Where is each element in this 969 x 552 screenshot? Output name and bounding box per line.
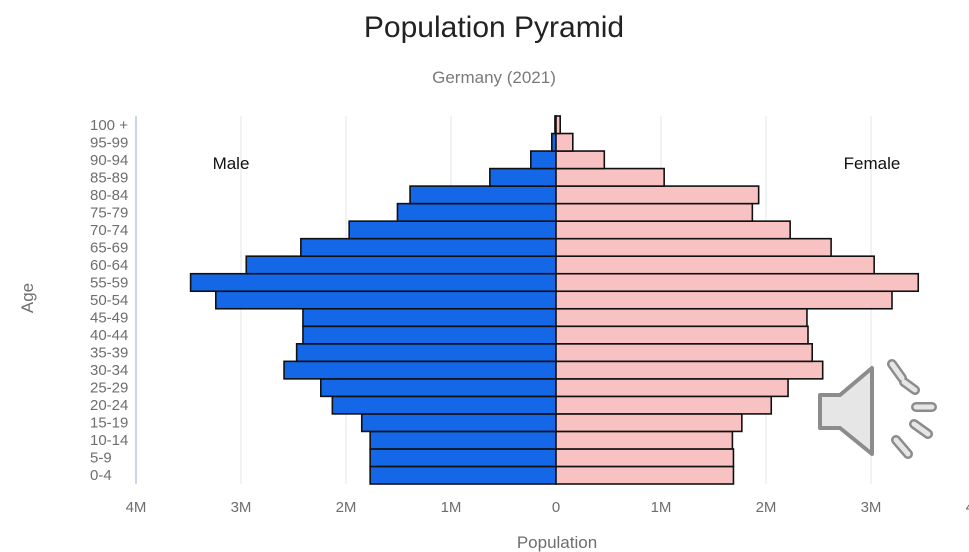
chart-subtitle: Germany (2021) bbox=[432, 68, 556, 87]
x-tick-label: 2M bbox=[336, 499, 357, 516]
y-tick-label: 75-79 bbox=[90, 204, 128, 221]
x-axis-label: Population bbox=[517, 533, 597, 552]
bar-male bbox=[302, 307, 557, 328]
bar-female bbox=[555, 307, 808, 328]
bar-male bbox=[348, 220, 557, 240]
bar-male bbox=[295, 343, 557, 363]
bar-female bbox=[555, 237, 832, 257]
bar-male bbox=[369, 430, 557, 450]
y-tick-label: 15-19 bbox=[90, 415, 128, 432]
y-tick-label: 5-9 bbox=[90, 450, 112, 467]
y-tick-label: 25-29 bbox=[90, 380, 128, 397]
y-tick-label: 60-64 bbox=[90, 257, 128, 274]
bar-female bbox=[555, 115, 561, 135]
y-tick-label: 50-54 bbox=[90, 292, 128, 309]
x-tick-labels: 4M 3M 2M 1M 0 1M 2M 3M 4M bbox=[126, 499, 969, 516]
bar-female bbox=[555, 465, 735, 485]
bar-male bbox=[319, 378, 557, 398]
bar-male bbox=[396, 202, 557, 222]
bar-male bbox=[331, 395, 557, 415]
y-tick-labels: 0-45-910-1415-1920-2425-2930-3435-3940-4… bbox=[90, 117, 128, 484]
y-tick-label: 85-89 bbox=[90, 169, 128, 186]
x-tick-label: 2M bbox=[756, 499, 777, 516]
bar-female bbox=[555, 185, 760, 205]
y-tick-label: 65-69 bbox=[90, 239, 128, 256]
x-tick-label: 1M bbox=[441, 499, 462, 516]
bar-female bbox=[555, 272, 920, 293]
y-tick-label: 0-4 bbox=[90, 467, 112, 484]
y-tick-label: 10-14 bbox=[90, 432, 128, 449]
y-tick-label: 55-59 bbox=[90, 274, 128, 291]
legend-male-label: Male bbox=[213, 154, 250, 173]
y-tick-label: 30-34 bbox=[90, 362, 128, 379]
bar-male bbox=[409, 185, 557, 205]
bar-female bbox=[555, 448, 735, 468]
y-tick-label: 95-99 bbox=[90, 134, 128, 151]
y-tick-label: 100 + bbox=[90, 117, 128, 134]
bar-female bbox=[555, 255, 875, 275]
y-tick-label: 45-49 bbox=[90, 310, 128, 327]
y-tick-label: 20-24 bbox=[90, 397, 128, 414]
bar-female bbox=[555, 150, 606, 170]
x-tick-label: 4M bbox=[966, 499, 969, 516]
chart-title: Population Pyramid bbox=[364, 11, 624, 44]
y-tick-label: 35-39 bbox=[90, 345, 128, 362]
legend-female-label: Female bbox=[844, 154, 901, 173]
bars bbox=[189, 115, 920, 485]
bar-female bbox=[555, 378, 789, 398]
y-tick-label: 90-94 bbox=[90, 152, 128, 169]
bar-female bbox=[555, 343, 814, 363]
x-tick-label: 3M bbox=[861, 499, 882, 516]
bar-female bbox=[555, 290, 893, 310]
bar-female bbox=[555, 167, 665, 187]
bar-female bbox=[555, 325, 809, 345]
bar-female bbox=[555, 360, 824, 380]
speaker-audio-icon[interactable] bbox=[812, 350, 942, 475]
bar-female bbox=[555, 413, 743, 433]
bar-male bbox=[283, 360, 557, 380]
bar-female bbox=[555, 395, 773, 415]
y-tick-label: 70-74 bbox=[90, 222, 128, 239]
bar-male bbox=[245, 255, 557, 275]
y-tick-label: 40-44 bbox=[90, 327, 128, 344]
x-tick-label: 4M bbox=[126, 499, 147, 516]
bar-male bbox=[302, 325, 557, 345]
x-tick-label: 3M bbox=[231, 499, 252, 516]
bar-female bbox=[555, 430, 734, 450]
bar-female bbox=[555, 132, 574, 152]
bar-male bbox=[300, 237, 557, 257]
bar-male bbox=[489, 167, 557, 187]
y-tick-label: 80-84 bbox=[90, 187, 128, 204]
x-tick-label: 1M bbox=[651, 499, 672, 516]
bar-male bbox=[369, 465, 557, 485]
y-axis-label: Age bbox=[18, 283, 37, 313]
x-tick-label: 0 bbox=[552, 499, 560, 516]
bar-male bbox=[360, 413, 557, 433]
bar-male bbox=[369, 448, 557, 468]
bar-female bbox=[555, 220, 791, 240]
bar-male bbox=[529, 150, 557, 170]
bar-female bbox=[555, 202, 754, 222]
bar-male bbox=[215, 290, 557, 310]
bar-male bbox=[189, 272, 557, 293]
